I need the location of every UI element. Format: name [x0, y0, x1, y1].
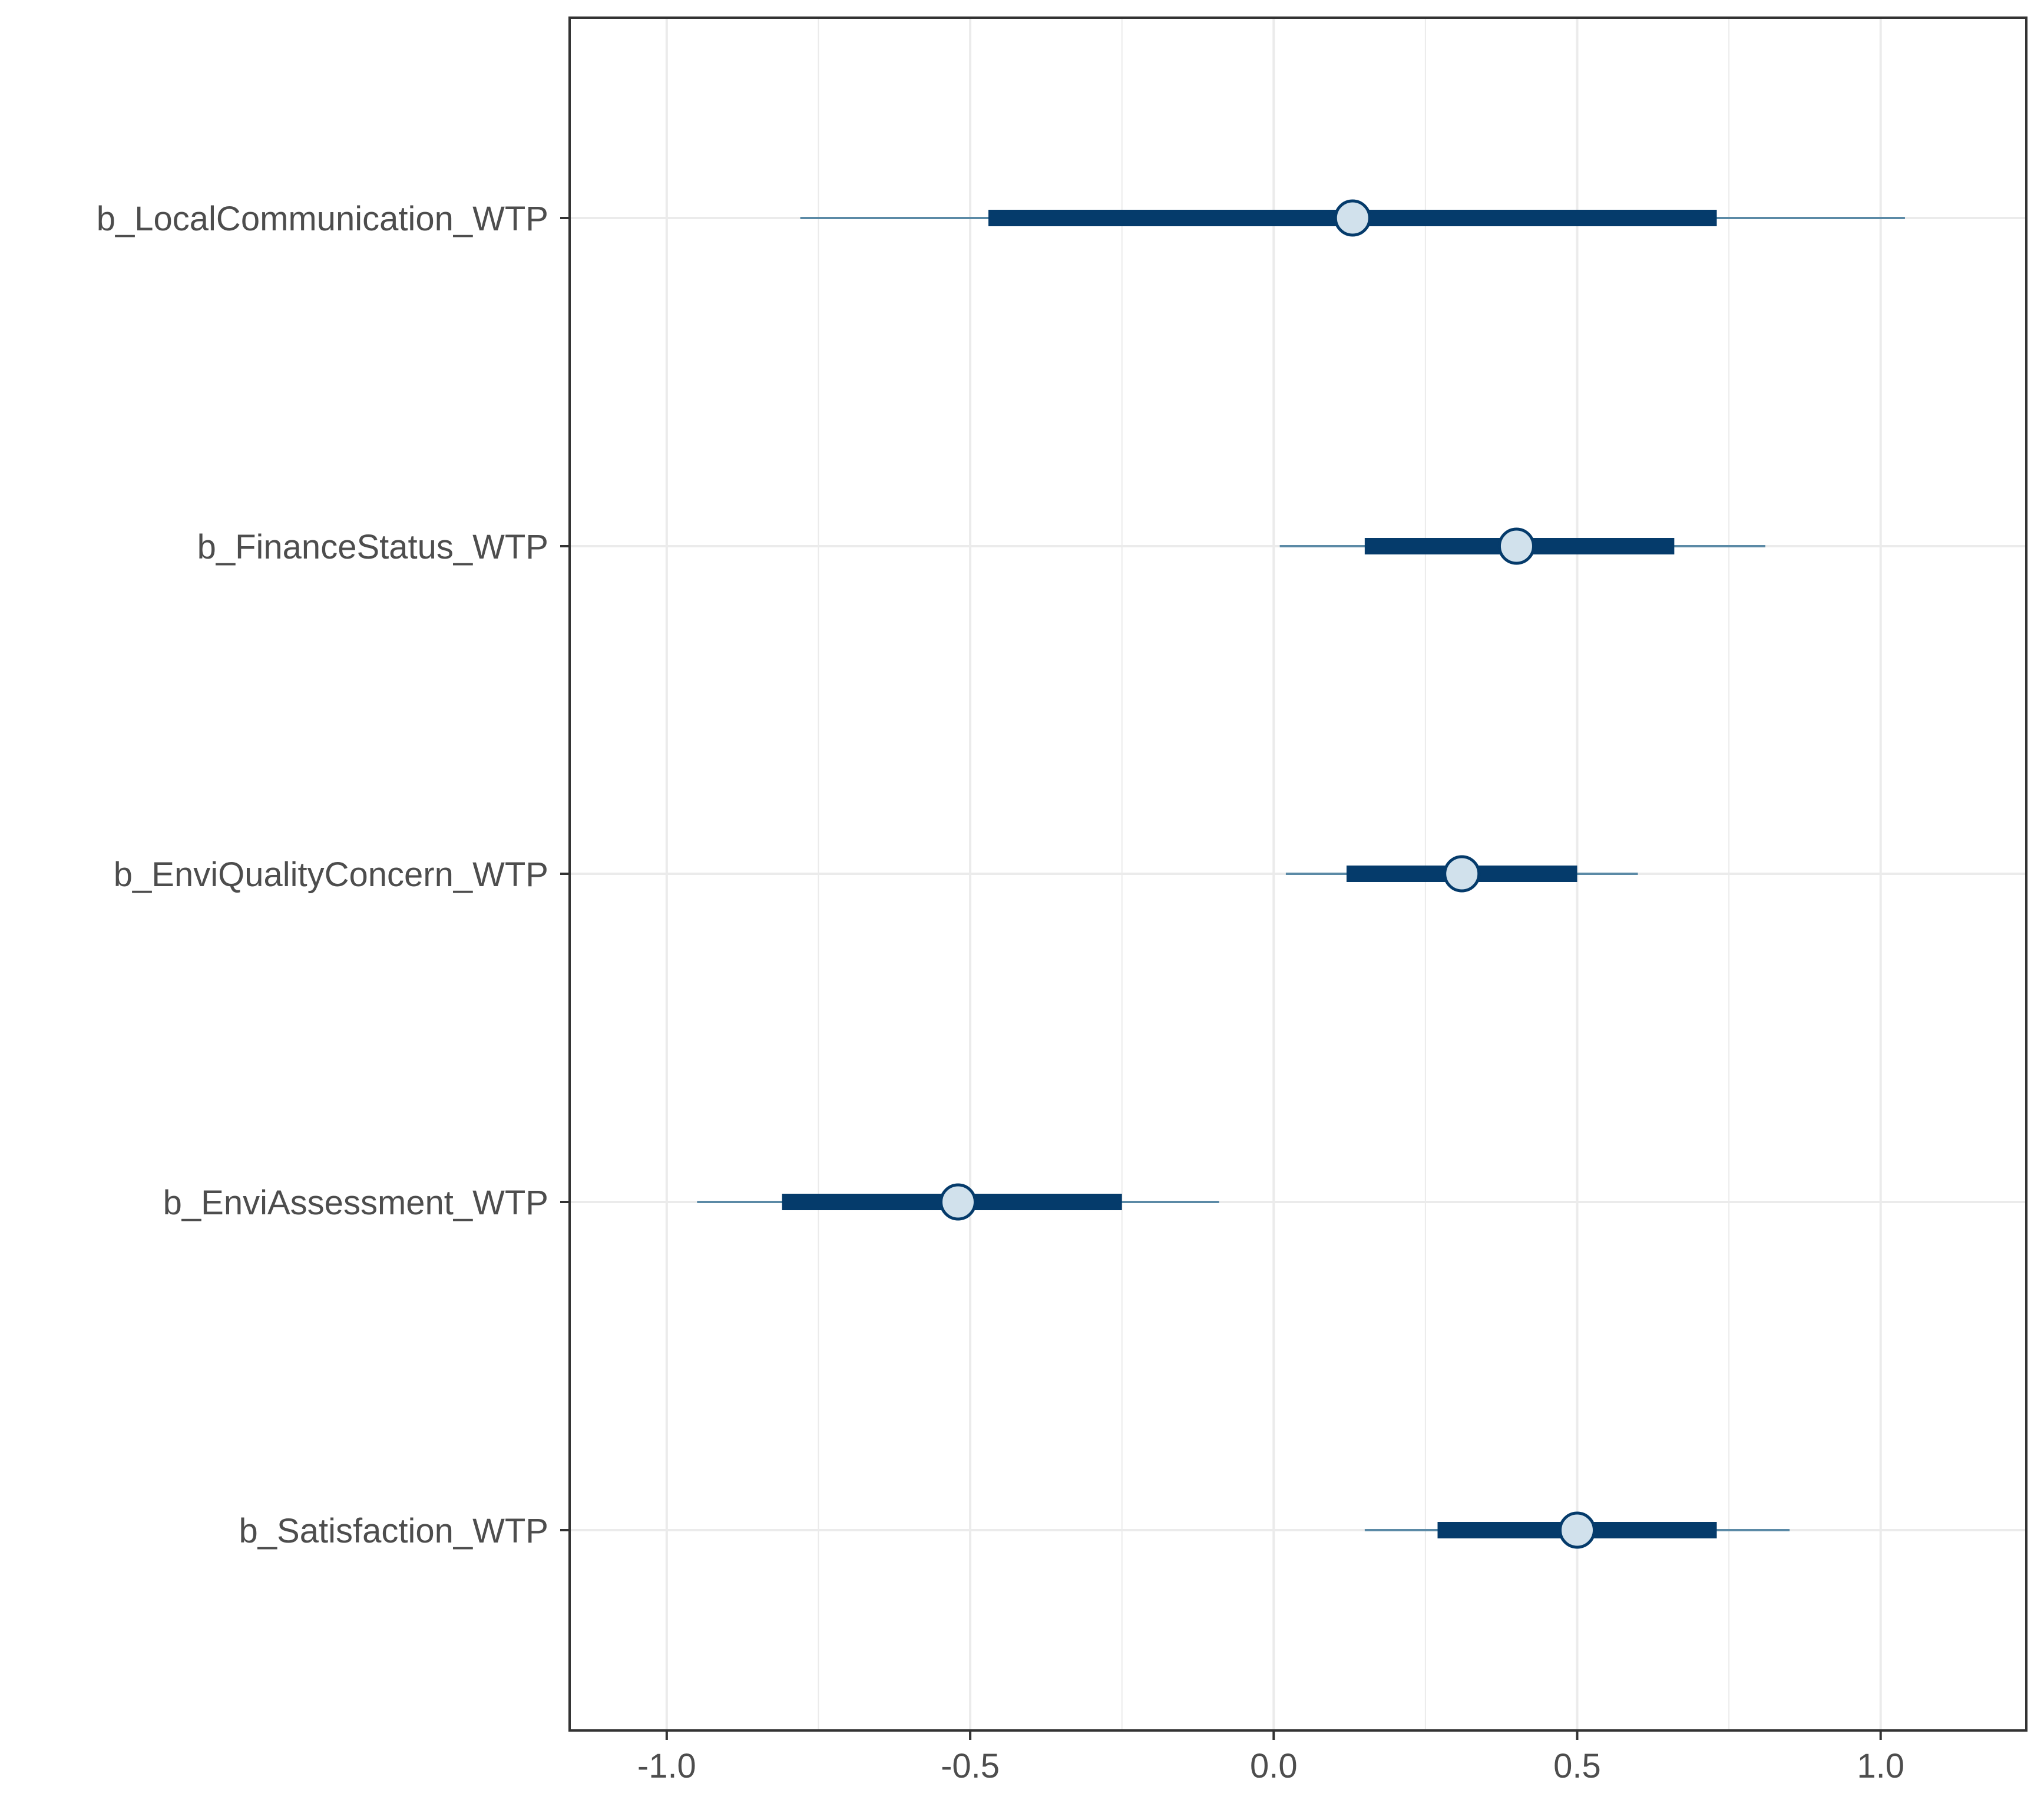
- x-tick-label: -1.0: [637, 1747, 696, 1785]
- point-estimate: [1334, 199, 1371, 237]
- point-estimate: [1443, 855, 1481, 893]
- parameter-intervals: [697, 199, 1905, 1549]
- x-tick-label: 1.0: [1857, 1747, 1904, 1785]
- y-tick-label: b_Satisfaction_WTP: [239, 1512, 548, 1550]
- y-tick-label: b_FinanceStatus_WTP: [197, 528, 548, 566]
- y-tick-label: b_LocalCommunication_WTP: [97, 200, 548, 238]
- y-tick-label: b_EnviAssessment_WTP: [163, 1184, 548, 1222]
- x-tick-label: -0.5: [941, 1747, 1000, 1785]
- point-estimate: [1558, 1511, 1596, 1549]
- y-tick-label: b_EnviQualityConcern_WTP: [114, 856, 548, 894]
- x-tick-label: 0.0: [1250, 1747, 1298, 1785]
- point-estimate: [1497, 527, 1535, 565]
- x-tick-label: 0.5: [1553, 1747, 1601, 1785]
- point-estimate: [939, 1183, 977, 1221]
- axes: -1.0 -0.5 0.0 0.5 1.0 b_LocalCommunication_WT…: [97, 200, 1904, 1785]
